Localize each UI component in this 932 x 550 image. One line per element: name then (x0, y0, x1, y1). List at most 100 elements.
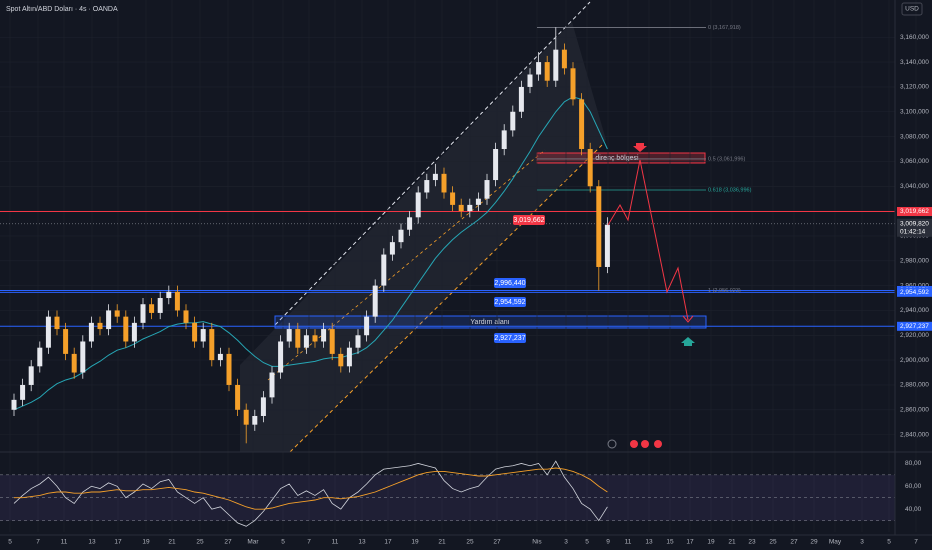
candle-body (252, 415, 258, 425)
candle-body (20, 384, 26, 400)
y-tick-label: 3,140,000 (900, 59, 929, 66)
price-tag-text: 2,927,237 (494, 335, 525, 342)
y-tick-label: 2,840,000 (900, 431, 929, 438)
projection-path (607, 159, 689, 321)
candle-body (37, 347, 43, 367)
x-tick-label: 19 (142, 539, 150, 546)
rsi-line (13, 460, 608, 527)
candle-body (329, 329, 335, 354)
candle-body (381, 254, 387, 286)
candle-body (149, 304, 155, 313)
candle-body (295, 329, 301, 348)
x-tick-label: 25 (466, 539, 474, 546)
candle-body (123, 316, 129, 342)
zone-label: Yardım alanı (470, 319, 509, 326)
currency-box[interactable] (901, 2, 923, 16)
candle-body (579, 99, 585, 150)
fib-label: 0.5 (3,061,996) (708, 156, 745, 162)
candle-body (88, 322, 94, 342)
rsi-tick-label: 80,00 (905, 460, 922, 467)
y-tick-label: 3,160,000 (900, 34, 929, 41)
candle-body (484, 180, 490, 199)
candle-body (372, 285, 378, 317)
x-tick-label: 9 (606, 539, 610, 546)
candle-body (450, 192, 456, 205)
candle-body (467, 204, 473, 212)
x-tick-label: 3 (860, 539, 864, 546)
candle-body (183, 310, 189, 323)
chart-title: Spot Altın/ABD Doları · 4s · OANDA (6, 6, 118, 13)
fib-label: 0 (3,167,918) (708, 25, 741, 31)
candle-body (355, 335, 361, 348)
fib-label: 0.618 (3,036,996) (708, 187, 752, 193)
x-tick-label: 5 (887, 539, 891, 546)
candle-body (527, 74, 533, 87)
x-tick-label: 11 (332, 539, 339, 546)
y-tick-label: 2,960,000 (900, 282, 929, 289)
rsi-tick-label: 40,00 (905, 506, 922, 513)
axis-price-label: 2,954,592 (900, 289, 929, 296)
x-tick-label: 13 (88, 539, 96, 546)
x-tick-label: 17 (686, 539, 694, 546)
candle-body (200, 329, 206, 342)
x-tick-label: Nis (532, 539, 542, 546)
channel-upper (274, 1, 591, 326)
y-tick-label: 2,860,000 (900, 406, 929, 413)
event-icon[interactable] (630, 440, 638, 448)
price-tag (494, 278, 526, 288)
candle-body (346, 347, 352, 367)
candle-body (389, 242, 395, 255)
axis-price-box (897, 207, 932, 217)
candle-body (312, 335, 318, 342)
x-tick-label: 25 (769, 539, 777, 546)
candle-body (398, 229, 404, 243)
y-tick-label: 2,920,000 (900, 332, 929, 339)
x-tick-label: 21 (728, 539, 736, 546)
x-tick-label: 13 (645, 539, 653, 546)
candle-body (217, 353, 223, 361)
price-tag-text: 2,954,592 (494, 299, 525, 306)
candle-body (441, 173, 447, 193)
price-tag (494, 333, 526, 343)
candle-body (561, 49, 567, 69)
channel-lower (289, 144, 603, 453)
candle-body (106, 310, 112, 330)
candle-body (501, 130, 507, 150)
candle-body (192, 322, 198, 342)
candle-body (235, 384, 241, 410)
y-tick-label: 3,100,000 (900, 108, 929, 115)
candle-body (260, 397, 266, 416)
y-tick-label: 2,940,000 (900, 307, 929, 314)
currency: USD (905, 6, 919, 13)
x-tick-label: 19 (411, 539, 419, 546)
last-price-label: 3,009,820 (900, 220, 929, 227)
x-tick-label: Mar (247, 539, 259, 546)
event-icon[interactable] (641, 440, 649, 448)
candle-body (458, 204, 464, 212)
axis-price-box (897, 287, 932, 297)
candle-body (278, 341, 284, 373)
moving-average (13, 96, 608, 411)
y-tick-label: 3,040,000 (900, 183, 929, 190)
x-tick-label: 5 (8, 539, 12, 546)
down-arrow (633, 143, 647, 152)
event-icon[interactable] (654, 440, 662, 448)
candle-body (286, 329, 292, 342)
candle-body (596, 186, 602, 267)
x-tick-label: 17 (114, 539, 122, 546)
candle-body (226, 353, 232, 385)
event-icon[interactable] (607, 439, 617, 449)
candle-body (54, 316, 60, 330)
candle-body (174, 291, 180, 311)
y-tick-label: 2,900,000 (900, 357, 929, 364)
candle-body (432, 173, 438, 181)
candle-body (131, 322, 137, 342)
x-tick-label: 17 (384, 539, 392, 546)
candle-body (321, 329, 327, 342)
candle-body (303, 335, 309, 348)
x-tick-label: 27 (493, 539, 501, 546)
y-tick-label: 2,980,000 (900, 257, 929, 264)
candle-body (493, 149, 499, 181)
y-tick-label: 3,080,000 (900, 133, 929, 140)
